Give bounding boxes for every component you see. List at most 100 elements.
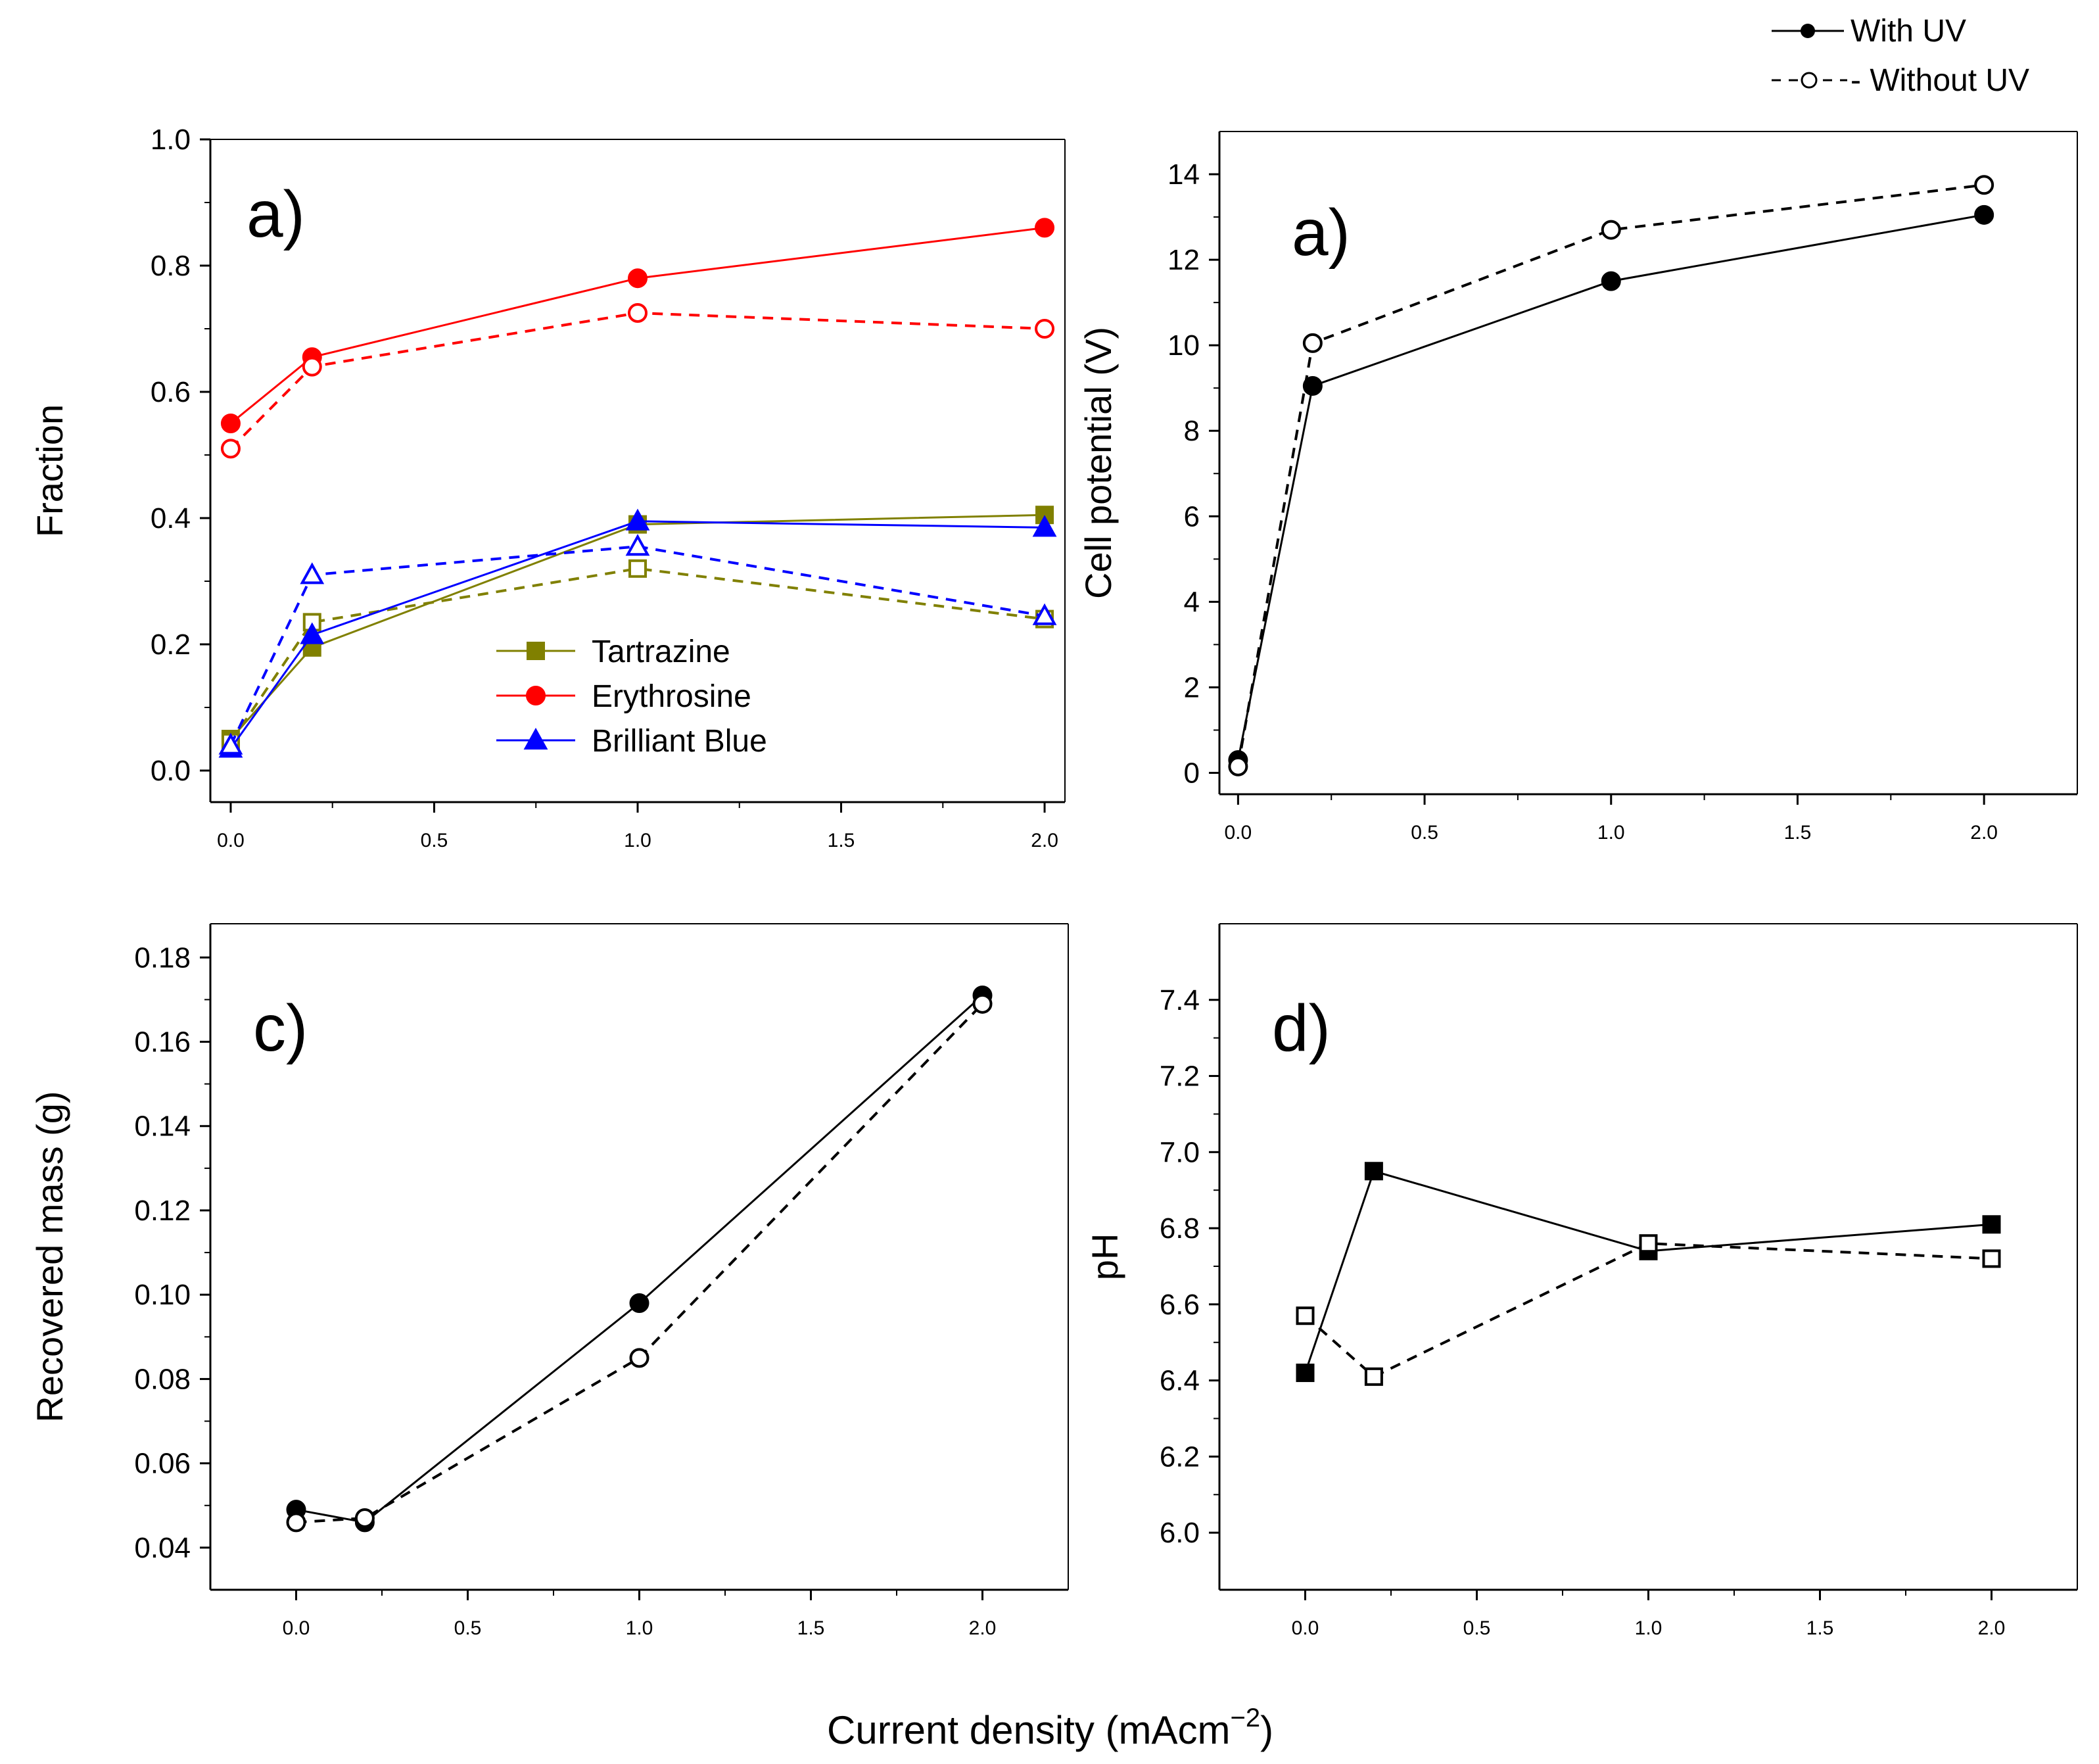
y-tick-label: 0.0 bbox=[151, 755, 191, 787]
x-tick-label: 0.0 bbox=[283, 1617, 310, 1639]
data-point bbox=[629, 1348, 649, 1368]
x-tick-label: 1.5 bbox=[797, 1617, 825, 1639]
y-tick-label: 7.2 bbox=[1160, 1061, 1200, 1093]
x-tick-label: 2.0 bbox=[1978, 1617, 2006, 1639]
uv-legend: With UV - Without UV bbox=[1772, 14, 2029, 98]
legend-label: Brilliant Blue bbox=[592, 724, 767, 759]
y-tick-label: 7.4 bbox=[1160, 984, 1200, 1016]
x-tick-label: 1.5 bbox=[1806, 1617, 1834, 1639]
data-point bbox=[972, 993, 993, 1014]
data-point bbox=[300, 622, 325, 644]
y-tick-label: 6.4 bbox=[1160, 1365, 1200, 1397]
x-tick-label: 2.0 bbox=[1031, 830, 1058, 851]
data-point bbox=[1296, 1306, 1315, 1325]
y-tick-label: 10 bbox=[1167, 329, 1200, 362]
data-point bbox=[302, 356, 322, 377]
series-line bbox=[229, 311, 1045, 450]
y-axis-label: Cell potential (V) bbox=[1077, 327, 1119, 599]
y-tick-label: 0.10 bbox=[134, 1279, 191, 1311]
data-point bbox=[1974, 204, 1994, 225]
series-line bbox=[1304, 1170, 1992, 1373]
data-point bbox=[1035, 218, 1055, 238]
y-tick-label: 0.12 bbox=[134, 1195, 191, 1227]
data-point bbox=[218, 732, 243, 755]
panel-label: a) bbox=[247, 178, 305, 251]
x-tick-label: 1.0 bbox=[624, 830, 651, 851]
uv-legend-without-uv: - Without UV bbox=[1851, 63, 2029, 98]
y-tick-label: 6.6 bbox=[1160, 1289, 1200, 1321]
y-tick-label: 7.0 bbox=[1160, 1136, 1200, 1168]
series-line bbox=[229, 520, 1045, 750]
y-tick-label: 0.6 bbox=[151, 376, 191, 408]
y-tick-label: 2 bbox=[1184, 671, 1200, 703]
data-point bbox=[1982, 1249, 2001, 1268]
data-point bbox=[286, 1512, 306, 1533]
x-tick-label: 1.0 bbox=[1635, 1617, 1663, 1639]
x-tick-label: 0.0 bbox=[1292, 1617, 1319, 1639]
x-tick-label: 1.0 bbox=[1597, 822, 1625, 844]
y-tick-label: 4 bbox=[1184, 586, 1200, 618]
y-tick-label: 0 bbox=[1184, 757, 1200, 789]
data-point bbox=[629, 1293, 649, 1314]
y-axis-label: pH bbox=[1084, 1233, 1125, 1281]
data-point bbox=[625, 508, 650, 531]
y-tick-label: 1.0 bbox=[151, 124, 191, 156]
series-line bbox=[230, 226, 1045, 425]
panel-recovered-mass: 0.0 0.5 1.0 1.5 2.0 0.04 0.06 0.08 0.10 0.12 0.14 0… bbox=[29, 923, 1069, 1639]
y-tick-label: 14 bbox=[1167, 158, 1200, 191]
data-point bbox=[1364, 1162, 1383, 1181]
y-tick-label: 6.2 bbox=[1160, 1441, 1200, 1473]
data-point bbox=[1601, 220, 1621, 240]
x-tick-label: 1.5 bbox=[1784, 822, 1812, 844]
data-point bbox=[628, 303, 648, 323]
panel-label: d) bbox=[1272, 991, 1331, 1065]
uv-legend-open-circle-icon bbox=[1801, 72, 1818, 89]
uv-legend-with-uv: With UV bbox=[1851, 14, 1966, 49]
x-axis-label: Current density (mAcm−2) bbox=[827, 1704, 1273, 1752]
y-tick-label: 8 bbox=[1184, 415, 1200, 447]
data-point bbox=[1302, 375, 1323, 396]
series-line bbox=[1304, 1242, 1992, 1379]
legend-marker bbox=[523, 727, 548, 750]
data-point bbox=[625, 534, 650, 556]
data-point bbox=[1302, 333, 1323, 353]
y-tick-label: 6.0 bbox=[1160, 1517, 1200, 1549]
data-point bbox=[628, 268, 648, 289]
panel-ph: 0.0 0.5 1.0 1.5 2.0 6.0 6.2 6.4 6.6 6.8 7.0 7.2 7.4 p… bbox=[1084, 923, 2078, 1639]
y-tick-label: 0.4 bbox=[151, 502, 191, 535]
x-tick-label: 0.0 bbox=[1225, 822, 1252, 844]
x-tick-label: 0.5 bbox=[454, 1617, 482, 1639]
x-tick-label: 0.0 bbox=[217, 830, 245, 851]
y-tick-label: 0.8 bbox=[151, 250, 191, 282]
panel-label: c) bbox=[253, 991, 308, 1065]
y-tick-label: 0.06 bbox=[134, 1448, 191, 1480]
data-point bbox=[1601, 271, 1621, 291]
data-point bbox=[1364, 1367, 1383, 1386]
panel-cell-potential: 0.0 0.5 1.0 1.5 2.0 0 2 4 6 8 10 12 14 Cell potential… bbox=[1077, 131, 2078, 844]
series-line bbox=[296, 994, 983, 1524]
y-tick-label: 0.18 bbox=[134, 942, 191, 974]
series-line bbox=[296, 1003, 983, 1524]
data-point bbox=[1032, 515, 1057, 537]
y-axis-label: Recovered mass (g) bbox=[29, 1091, 70, 1422]
data-point bbox=[1035, 319, 1055, 339]
y-tick-label: 12 bbox=[1167, 244, 1200, 276]
y-tick-label: 0.14 bbox=[134, 1110, 191, 1143]
y-tick-label: 0.2 bbox=[151, 629, 191, 661]
y-tick-label: 0.08 bbox=[134, 1363, 191, 1395]
data-point bbox=[1982, 1215, 2001, 1234]
y-tick-label: 6 bbox=[1184, 500, 1200, 533]
legend-marker bbox=[526, 686, 546, 705]
y-axis-label: Fraction bbox=[29, 404, 70, 537]
data-point bbox=[220, 414, 241, 433]
data-point bbox=[628, 559, 647, 578]
x-tick-label: 2.0 bbox=[1970, 822, 1998, 844]
data-point bbox=[300, 562, 325, 584]
x-tick-label: 1.5 bbox=[828, 830, 855, 851]
data-point bbox=[1639, 1234, 1658, 1253]
data-point bbox=[1228, 756, 1248, 776]
x-tick-label: 0.5 bbox=[1463, 1617, 1491, 1639]
x-axis-label-close: ) bbox=[1260, 1708, 1273, 1752]
x-tick-label: 0.5 bbox=[1411, 822, 1438, 844]
